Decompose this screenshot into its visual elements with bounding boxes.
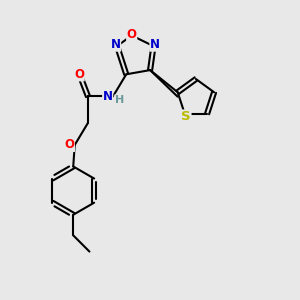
Text: S: S [181,110,191,123]
Text: O: O [127,28,137,40]
Text: H: H [115,95,124,105]
Text: N: N [103,91,113,103]
Text: N: N [150,38,160,51]
Text: O: O [64,139,74,152]
Text: N: N [111,38,121,51]
Text: O: O [74,68,84,81]
